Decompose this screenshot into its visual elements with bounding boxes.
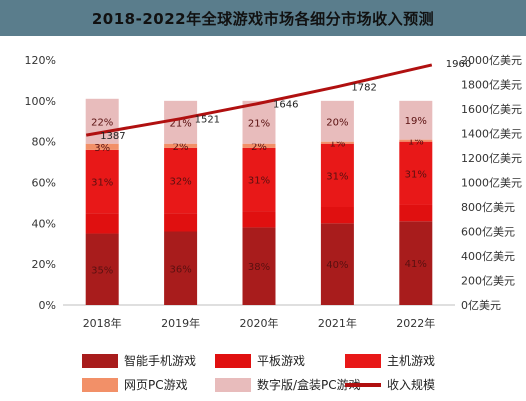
y-right-tick-label: 1200亿美元 (461, 152, 522, 165)
bar-segment-console (85, 149, 119, 214)
legend-label: 网页PC游戏 (124, 378, 188, 392)
bar-data-label-mobile: 40% (326, 260, 348, 271)
y-right-tick-label: 1600亿美元 (461, 103, 522, 116)
bar-segment-webpc (320, 141, 354, 144)
bar-segment-console (164, 147, 198, 214)
legend-item-revenue: 收入规模 (345, 376, 435, 393)
y-left-tick-label: 60% (32, 177, 56, 190)
bar-segment-boxed (320, 100, 354, 142)
legend-swatch (345, 353, 381, 368)
bar-data-label-webpc: 3% (94, 143, 110, 154)
bar-data-label-boxed: 20% (326, 117, 348, 128)
bar-segment-tablet (320, 207, 354, 224)
bar-segment-console (399, 141, 433, 205)
y-left-tick-label: 0% (39, 299, 56, 312)
y-left-tick-label: 40% (32, 217, 56, 230)
bar-data-label-webpc: 1% (408, 137, 424, 148)
chart-plot: 0% 20% 40% 60% 80% 100% 120% 0亿美元 200亿美元 400亿美元 60… (25, 54, 522, 330)
y-left-tick-label: 120% (25, 54, 56, 67)
bar-segment-webpc (399, 139, 433, 142)
bar-data-label-console: 31% (326, 171, 348, 182)
bar-data-label-console: 31% (248, 175, 270, 186)
bar-data-label-console: 31% (405, 169, 427, 180)
revenue-value-label: 1782 (351, 83, 376, 94)
bar-data-label-mobile: 38% (248, 262, 270, 273)
bar-segment-boxed (399, 100, 433, 140)
bar-data-label-webpc: 2% (251, 142, 267, 153)
y-right-tick-label: 1800亿美元 (461, 79, 522, 92)
revenue-value-label: 1646 (273, 99, 298, 110)
bar-data-label-boxed: 21% (248, 118, 270, 129)
bar-data-label-boxed: 22% (91, 117, 113, 128)
bar-segment-console (320, 143, 354, 207)
y-left-tick-label: 20% (32, 258, 56, 271)
y-right-tick-label: 0亿美元 (461, 299, 501, 312)
bar-data-label-webpc: 2% (173, 142, 189, 153)
bar-segment-mobile (85, 233, 119, 305)
bar-segment-console (242, 147, 276, 212)
revenue-line (85, 63, 433, 137)
x-category-label: 2018年 (83, 316, 122, 330)
y-right-tick-label: 2000亿美元 (461, 54, 522, 67)
bar-segment-tablet (399, 204, 433, 222)
revenue-value-label: 1521 (195, 115, 220, 126)
legend-label: 数字版/盒装PC游戏 (257, 378, 361, 392)
x-category-label: 2020年 (240, 316, 279, 330)
legend-item-console: 主机游戏 (345, 352, 435, 369)
legend-swatch (215, 353, 251, 368)
bar-segment-boxed (164, 100, 198, 144)
bar-segment-mobile (242, 227, 276, 305)
legend-swatch (82, 353, 118, 368)
bar-segment-boxed (242, 100, 276, 144)
legend-item-boxed: 数字版/盒装PC游戏 (215, 376, 361, 393)
legend-swatch (345, 382, 381, 387)
bar-segment-mobile (320, 223, 354, 305)
y-right-tick-label: 200亿美元 (461, 275, 515, 288)
legend-swatch (82, 377, 118, 392)
legend-swatch (215, 377, 251, 392)
bar-segment-mobile (164, 231, 198, 305)
y-right-tick-label: 800亿美元 (461, 201, 515, 214)
bar-segment-mobile (399, 221, 433, 305)
bar-data-label-boxed: 21% (169, 118, 191, 129)
x-category-label: 2019年 (161, 316, 200, 330)
y-left-tick-label: 100% (25, 95, 56, 108)
chart-title-bar: 2018-2022年全球游戏市场各细分市场收入预测 (0, 0, 526, 36)
bar-segment-tablet (242, 211, 276, 228)
bar-data-label-console: 31% (91, 177, 113, 188)
y-left-tick-label: 80% (32, 136, 56, 149)
y-right-tick-label: 1000亿美元 (461, 177, 522, 190)
bar-data-label-mobile: 36% (169, 264, 191, 275)
legend-label: 收入规模 (387, 378, 436, 392)
chart-title: 2018-2022年全球游戏市场各细分市场收入预测 (91, 9, 435, 28)
x-category-label: 2022年 (396, 316, 435, 330)
bar-segment-tablet (164, 213, 198, 232)
y-right-tick-label: 400亿美元 (461, 250, 515, 263)
bar-data-label-mobile: 41% (405, 259, 427, 270)
bar-data-label-console: 32% (169, 176, 191, 187)
legend-label: 智能手机游戏 (124, 354, 197, 368)
y-right-tick-label: 600亿美元 (461, 226, 515, 239)
bar-segment-webpc (85, 143, 119, 150)
legend-item-webpc: 网页PC游戏 (82, 376, 188, 393)
revenue-value-label: 1387 (100, 131, 125, 142)
x-category-label: 2021年 (318, 316, 357, 330)
y-right-tick-label: 1400亿美元 (461, 128, 522, 141)
legend-label: 平板游戏 (257, 354, 306, 368)
bar-segment-tablet (85, 213, 119, 234)
bar-segment-webpc (242, 143, 276, 148)
chart-legend: 智能手机游戏 平板游戏 主机游戏网页PC游戏 数字版/盒装PC游戏 收入规模 (0, 344, 526, 401)
bar-data-label-mobile: 35% (91, 265, 113, 276)
bar-segment-boxed (85, 98, 119, 144)
legend-item-tablet: 平板游戏 (215, 352, 305, 369)
legend-item-mobile: 智能手机游戏 (82, 352, 196, 369)
revenue-value-label: 1960 (446, 59, 471, 70)
legend-label: 主机游戏 (387, 354, 436, 368)
bar-data-label-webpc: 1% (329, 139, 345, 150)
bar-segment-webpc (164, 143, 198, 148)
bar-data-label-boxed: 19% (405, 116, 427, 127)
